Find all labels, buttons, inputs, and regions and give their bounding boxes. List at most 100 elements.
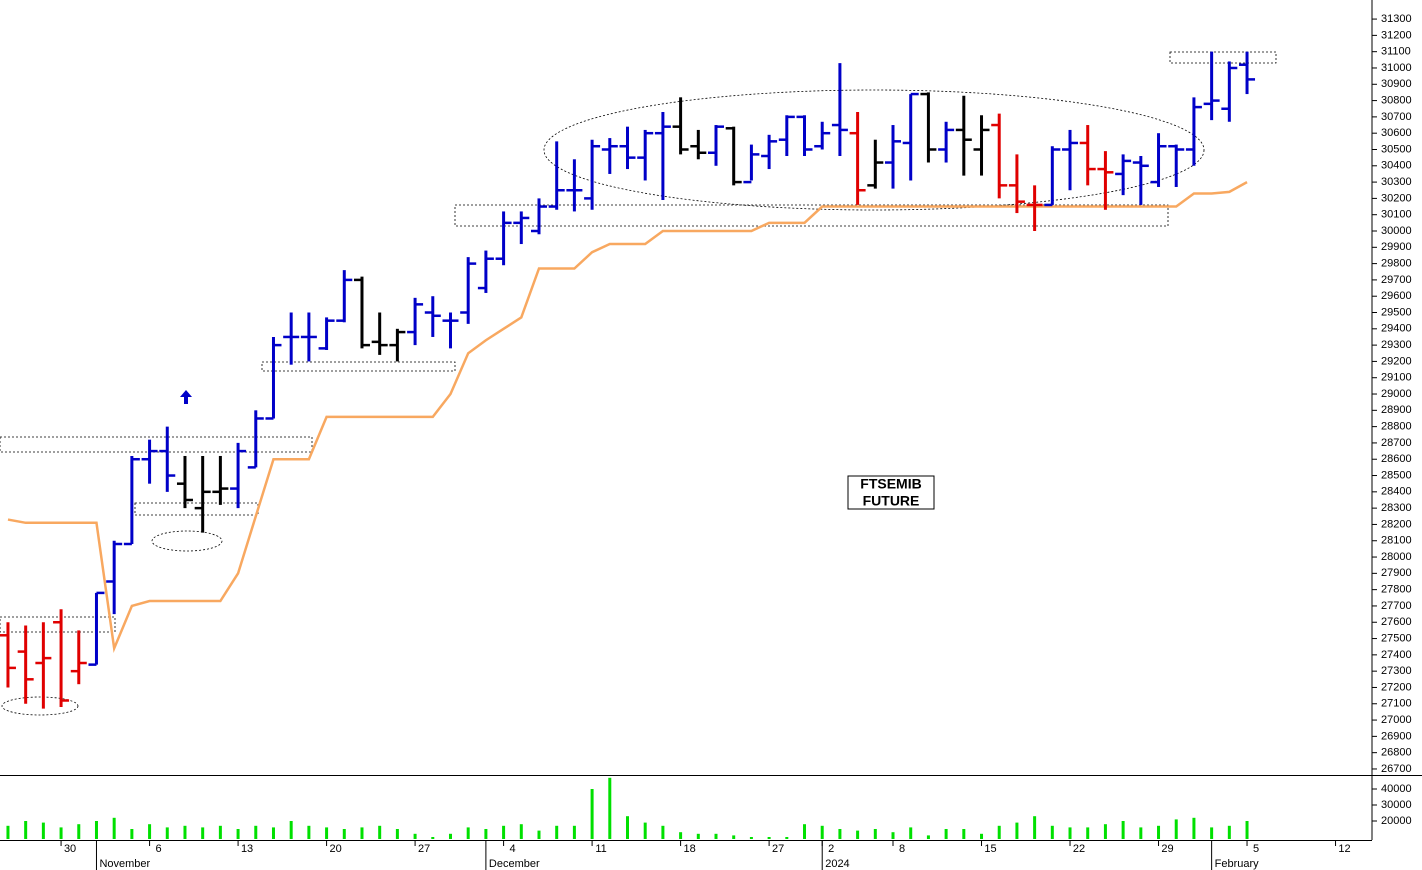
volume-bar (413, 833, 417, 839)
volume-bar (77, 824, 81, 839)
y-tick-label: 30300 (1381, 176, 1412, 188)
volume-bar (1033, 816, 1037, 839)
volume-bar (1139, 827, 1143, 839)
volume-bar (1245, 821, 1249, 839)
volume-bar (325, 827, 329, 839)
y-tick-label: 28100 (1381, 535, 1412, 547)
volume-bar (342, 829, 346, 839)
volume-bar (112, 817, 116, 839)
arrow (180, 390, 192, 404)
y-tick-label: 26900 (1381, 730, 1412, 742)
volume-bar (519, 824, 523, 839)
zone (261, 361, 456, 372)
x-tick-label: 18 (683, 843, 695, 855)
volume-bar (289, 821, 293, 839)
volume-bar (395, 829, 399, 839)
x-tick-label: 20 (329, 843, 341, 855)
volume-bar (1174, 819, 1178, 839)
volume-bar (360, 827, 364, 839)
x-tick-label: 13 (241, 843, 253, 855)
y-tick-label: 30600 (1381, 127, 1412, 139)
zone (543, 89, 1205, 211)
volume-bar (643, 822, 647, 839)
volume-bar (572, 825, 576, 839)
volume-bar (1050, 825, 1054, 839)
x-tick-label: 30 (64, 843, 76, 855)
month-label: December (489, 858, 540, 870)
volume-bar (625, 816, 629, 839)
volume-bar (183, 825, 187, 839)
zone (1169, 51, 1277, 64)
y-tick-label: 27700 (1381, 600, 1412, 612)
volume-bar (1157, 825, 1161, 839)
x-tick-label: 27 (772, 843, 784, 855)
volume-bar (1015, 822, 1019, 839)
y-tick-label: 27900 (1381, 567, 1412, 579)
volume-bar (767, 837, 771, 839)
y-tick-label: 31200 (1381, 29, 1412, 41)
y-tick-label: 31000 (1381, 62, 1412, 74)
x-tick-label: 22 (1073, 843, 1085, 855)
volume-bar (218, 825, 222, 839)
zone (0, 616, 116, 633)
y-tick-label: 28700 (1381, 437, 1412, 449)
volume-bar (803, 824, 807, 839)
volume-bar (873, 829, 877, 839)
y-tick-label: 29100 (1381, 372, 1412, 384)
volume-bar (714, 833, 718, 839)
y-tick-label: 29000 (1381, 388, 1412, 400)
y-tick-label: 27500 (1381, 632, 1412, 644)
x-tick-label: 8 (899, 843, 905, 855)
x-tick-label: 5 (1253, 843, 1259, 855)
y-tick-label: 30000 (1381, 225, 1412, 237)
y-tick-label: 28600 (1381, 453, 1412, 465)
volume-bar (732, 835, 736, 839)
x-tick-label: 2 (828, 843, 834, 855)
y-tick-label: 30800 (1381, 94, 1412, 106)
y-tick-label: 40000 (1381, 783, 1412, 795)
month-label: February (1215, 858, 1260, 870)
y-tick-label: 28300 (1381, 502, 1412, 514)
y-tick-label: 30500 (1381, 143, 1412, 155)
y-tick-label: 30100 (1381, 209, 1412, 221)
y-tick-label: 29900 (1381, 241, 1412, 253)
volume-bar (431, 837, 435, 839)
volume-bar (891, 832, 895, 839)
volume-bar (537, 830, 541, 839)
volume-bar (254, 825, 258, 839)
y-tick-label: 30700 (1381, 111, 1412, 123)
volume-bar (608, 777, 612, 839)
y-tick-label: 29500 (1381, 306, 1412, 318)
y-tick-label: 27100 (1381, 698, 1412, 710)
volume-bar (590, 789, 594, 839)
y-tick-label: 27200 (1381, 681, 1412, 693)
volume-bar (94, 821, 98, 839)
volume-bar (484, 829, 488, 839)
x-tick-label: 12 (1338, 843, 1350, 855)
volume-bar (1192, 817, 1196, 839)
zone (151, 530, 223, 552)
y-tick-label: 27600 (1381, 616, 1412, 628)
y-tick-label: 29200 (1381, 355, 1412, 367)
y-tick-label: 29600 (1381, 290, 1412, 302)
x-tick-label: 11 (595, 843, 606, 855)
x-tick-label: 6 (156, 843, 162, 855)
zone (1, 696, 79, 716)
volume-bar (6, 825, 10, 839)
volume-bar (661, 825, 665, 839)
y-tick-label: 29400 (1381, 323, 1412, 335)
volume-bar (59, 827, 63, 839)
y-tick-label: 30900 (1381, 78, 1412, 90)
month-label: 2024 (825, 858, 849, 870)
volume-bar (820, 825, 824, 839)
volume-bar (997, 825, 1001, 839)
volume-bar (856, 830, 860, 839)
volume-bar (466, 827, 470, 839)
y-tick-label: 27400 (1381, 649, 1412, 661)
volume-bar (749, 837, 753, 839)
volume-bar (696, 833, 700, 839)
y-tick-label: 28000 (1381, 551, 1412, 563)
y-tick-label: 30200 (1381, 192, 1412, 204)
x-tick-label: 15 (984, 843, 996, 855)
